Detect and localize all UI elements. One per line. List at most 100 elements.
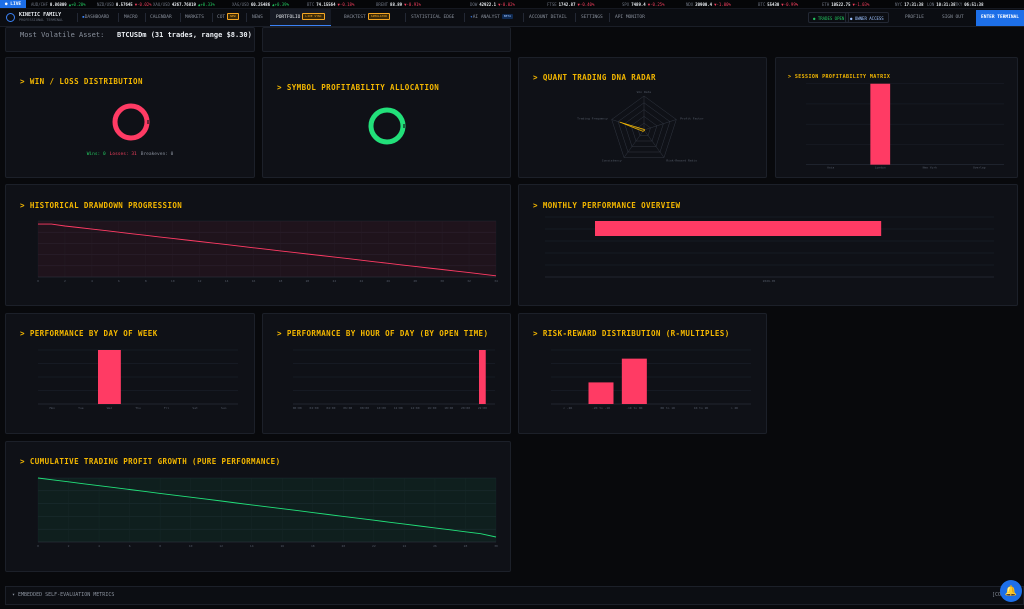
win-loss-card: > WIN / LOSS DISTRIBUTION Wins: 0 Losses:… [5,57,255,178]
ticker-item: BTC 74.15564 ▼-0.18% [307,0,354,8]
ticker-item: NDX 20900.4 ▼-1.00% [686,0,731,8]
ticker-item: FTSE 1742.87 ▼-0.40% [547,0,595,8]
clock-label: NYC [895,2,903,7]
ticker-symbol: FTSE [547,2,557,7]
radar-axis-label: Profit Factor [680,116,704,120]
sign-out-link[interactable]: SIGN OUT [942,15,964,20]
nav-divider [609,13,610,22]
x-tick-label: 20 [306,279,310,283]
market-clock: NYC 17:31:38 [895,0,924,8]
x-tick-label: 6 [118,279,120,283]
ticker-symbol: NZD/USD [97,2,114,7]
nav-backtest[interactable]: BACKTEST SIMULATOR [344,9,390,26]
self-evaluation-toggle[interactable]: ▾ EMBEDDED SELF-EVALUATION METRICS [12,592,115,598]
ticker-price: 1742.87 [558,2,576,7]
ticker-change: ▼-0.40% [577,2,595,7]
brand-subtitle: PROFESSIONAL TERMINAL [19,18,64,22]
nav-dashboard-label: DASHBOARD [84,15,110,20]
brand-logo-icon [6,13,15,22]
nav-cot[interactable]: COT NEW [217,9,239,26]
x-tick-label: 0R to 1R [660,406,675,410]
ticker-change: ▼-0.99% [781,2,799,7]
monthly-chart: 2026-05 [545,216,994,283]
nav-cot-label: COT [217,15,226,20]
collapse-button[interactable]: [COLL [991,592,1007,598]
x-tick-label: 08:00 [360,406,369,410]
ticker-price: 4267.76819 [171,2,196,7]
nav-calendar[interactable]: CALENDAR [150,15,172,20]
x-tick-label: 12:00 [394,406,403,410]
ai-beta-badge: BETA [501,14,514,19]
nav-dashboard[interactable]: ▪DASHBOARD [82,9,109,26]
x-tick-label: 4 [98,544,100,548]
x-tick-label: 8 [145,279,147,283]
x-tick-label: 1R to 2R [694,406,709,410]
radar-axis-label: Consistency [602,159,622,163]
r-multiple-chart: < -2R -2R to -1R -1R to 0R 0R to 1R 1R to 2R… [551,349,751,410]
nav-news[interactable]: NEWS [252,15,263,20]
x-tick-label: 14 [250,544,254,548]
profile-link[interactable]: PROFILE [905,15,924,20]
self-evaluation-panel[interactable]: ▾ EMBEDDED SELF-EVALUATION METRICS [COLL [5,586,1024,605]
x-tick-label: 10 [171,279,175,283]
ticker-price: 42922.1 [479,2,497,7]
x-tick-label: 10:00 [377,406,386,410]
ticker-change: ▼-1.03% [852,2,870,7]
ticker-item: SPX 7489.4 ▼-0.25% [622,0,665,8]
ticker-symbol: SPX [622,2,630,7]
market-clock: LON 10:31:38 [927,0,956,8]
x-tick-label: 28 [464,544,468,548]
nav-divider [180,13,181,22]
clock-label: LON [927,2,935,7]
brand[interactable]: KINETIC FAMILY PROFESSIONAL TERMINAL [6,12,63,23]
x-tick-label: 26 [433,544,437,548]
trades-open-indicator[interactable]: ● TRADES OPEN [808,12,850,23]
x-tick-label: 00:00 [293,406,302,410]
nav-markets[interactable]: MARKETS [185,15,204,20]
bar [870,83,891,165]
radar-ring [624,109,664,147]
owner-access-button[interactable]: ● OWNER ACCESS [845,12,889,23]
x-tick-label: 2 [68,544,70,548]
nav-divider [405,13,406,22]
ticker-item: ETH 10522.75 ▼-1.03% [822,0,870,8]
clock-time: 17:31:38 [904,2,924,7]
radar-spoke [643,119,677,131]
radar-series [619,121,645,132]
x-tick-label: 22 [372,544,376,548]
ticker-item: NZD/USD 0.57645 ▼-0.02% [97,0,152,8]
nav-portfolio-label: PORTFOLIO [276,15,301,20]
ticker-change: ▼-0.02% [498,2,515,7]
nav-account-detail[interactable]: ACCOUNT DETAIL [529,15,567,20]
monthly-card: > MONTHLY PERFORMANCE OVERVIEW 2026-05 [518,184,1018,306]
x-tick-label: 4 [91,279,93,283]
x-tick-label: 2 [64,279,66,283]
session-card: > SESSION PROFITABILITY MATRIX Asia Londo… [775,57,1018,178]
bar [98,350,121,404]
nav-settings[interactable]: SETTINGS [581,15,603,20]
x-tick-label: 18:00 [444,406,453,410]
legend-breakeven: Breakeven: 0 [140,152,174,157]
x-tick-label: 2026-05 [763,279,776,283]
enter-terminal-button[interactable]: ENTER TERMINAL [976,10,1024,26]
nav-statistical-edge[interactable]: STATISTICAL EDGE [411,15,455,20]
backtest-sim-badge: SIMULATOR [367,13,390,20]
notification-bell-icon[interactable]: 🔔 [1000,580,1022,602]
x-tick-label: 0 [37,279,39,283]
nav-macro[interactable]: MACRO [124,15,138,20]
nav-divider [575,13,576,22]
ticker-symbol: AUD/CHF [31,2,48,7]
nav-ai-analyst[interactable]: ✦AI ANALYST BETA [470,9,514,26]
series-line [37,477,497,538]
x-tick-label: -1R to 0R [626,406,642,410]
nav-api-monitor[interactable]: API MONITOR [615,15,645,20]
radar-ring [630,116,658,142]
x-tick-label: 22:00 [478,406,487,410]
nav-portfolio[interactable]: PORTFOLIO LIVE SYNC [270,9,331,26]
ticker-price: 20900.4 [695,2,713,7]
ticker-change: ▼-1.00% [714,2,731,7]
monthly-title: > MONTHLY PERFORMANCE OVERVIEW [533,201,681,210]
x-tick-label: Asia [827,166,835,169]
session-chart: Asia London New York Overlap [806,83,1004,169]
ticker-symbol: XAG/USD [232,2,249,7]
